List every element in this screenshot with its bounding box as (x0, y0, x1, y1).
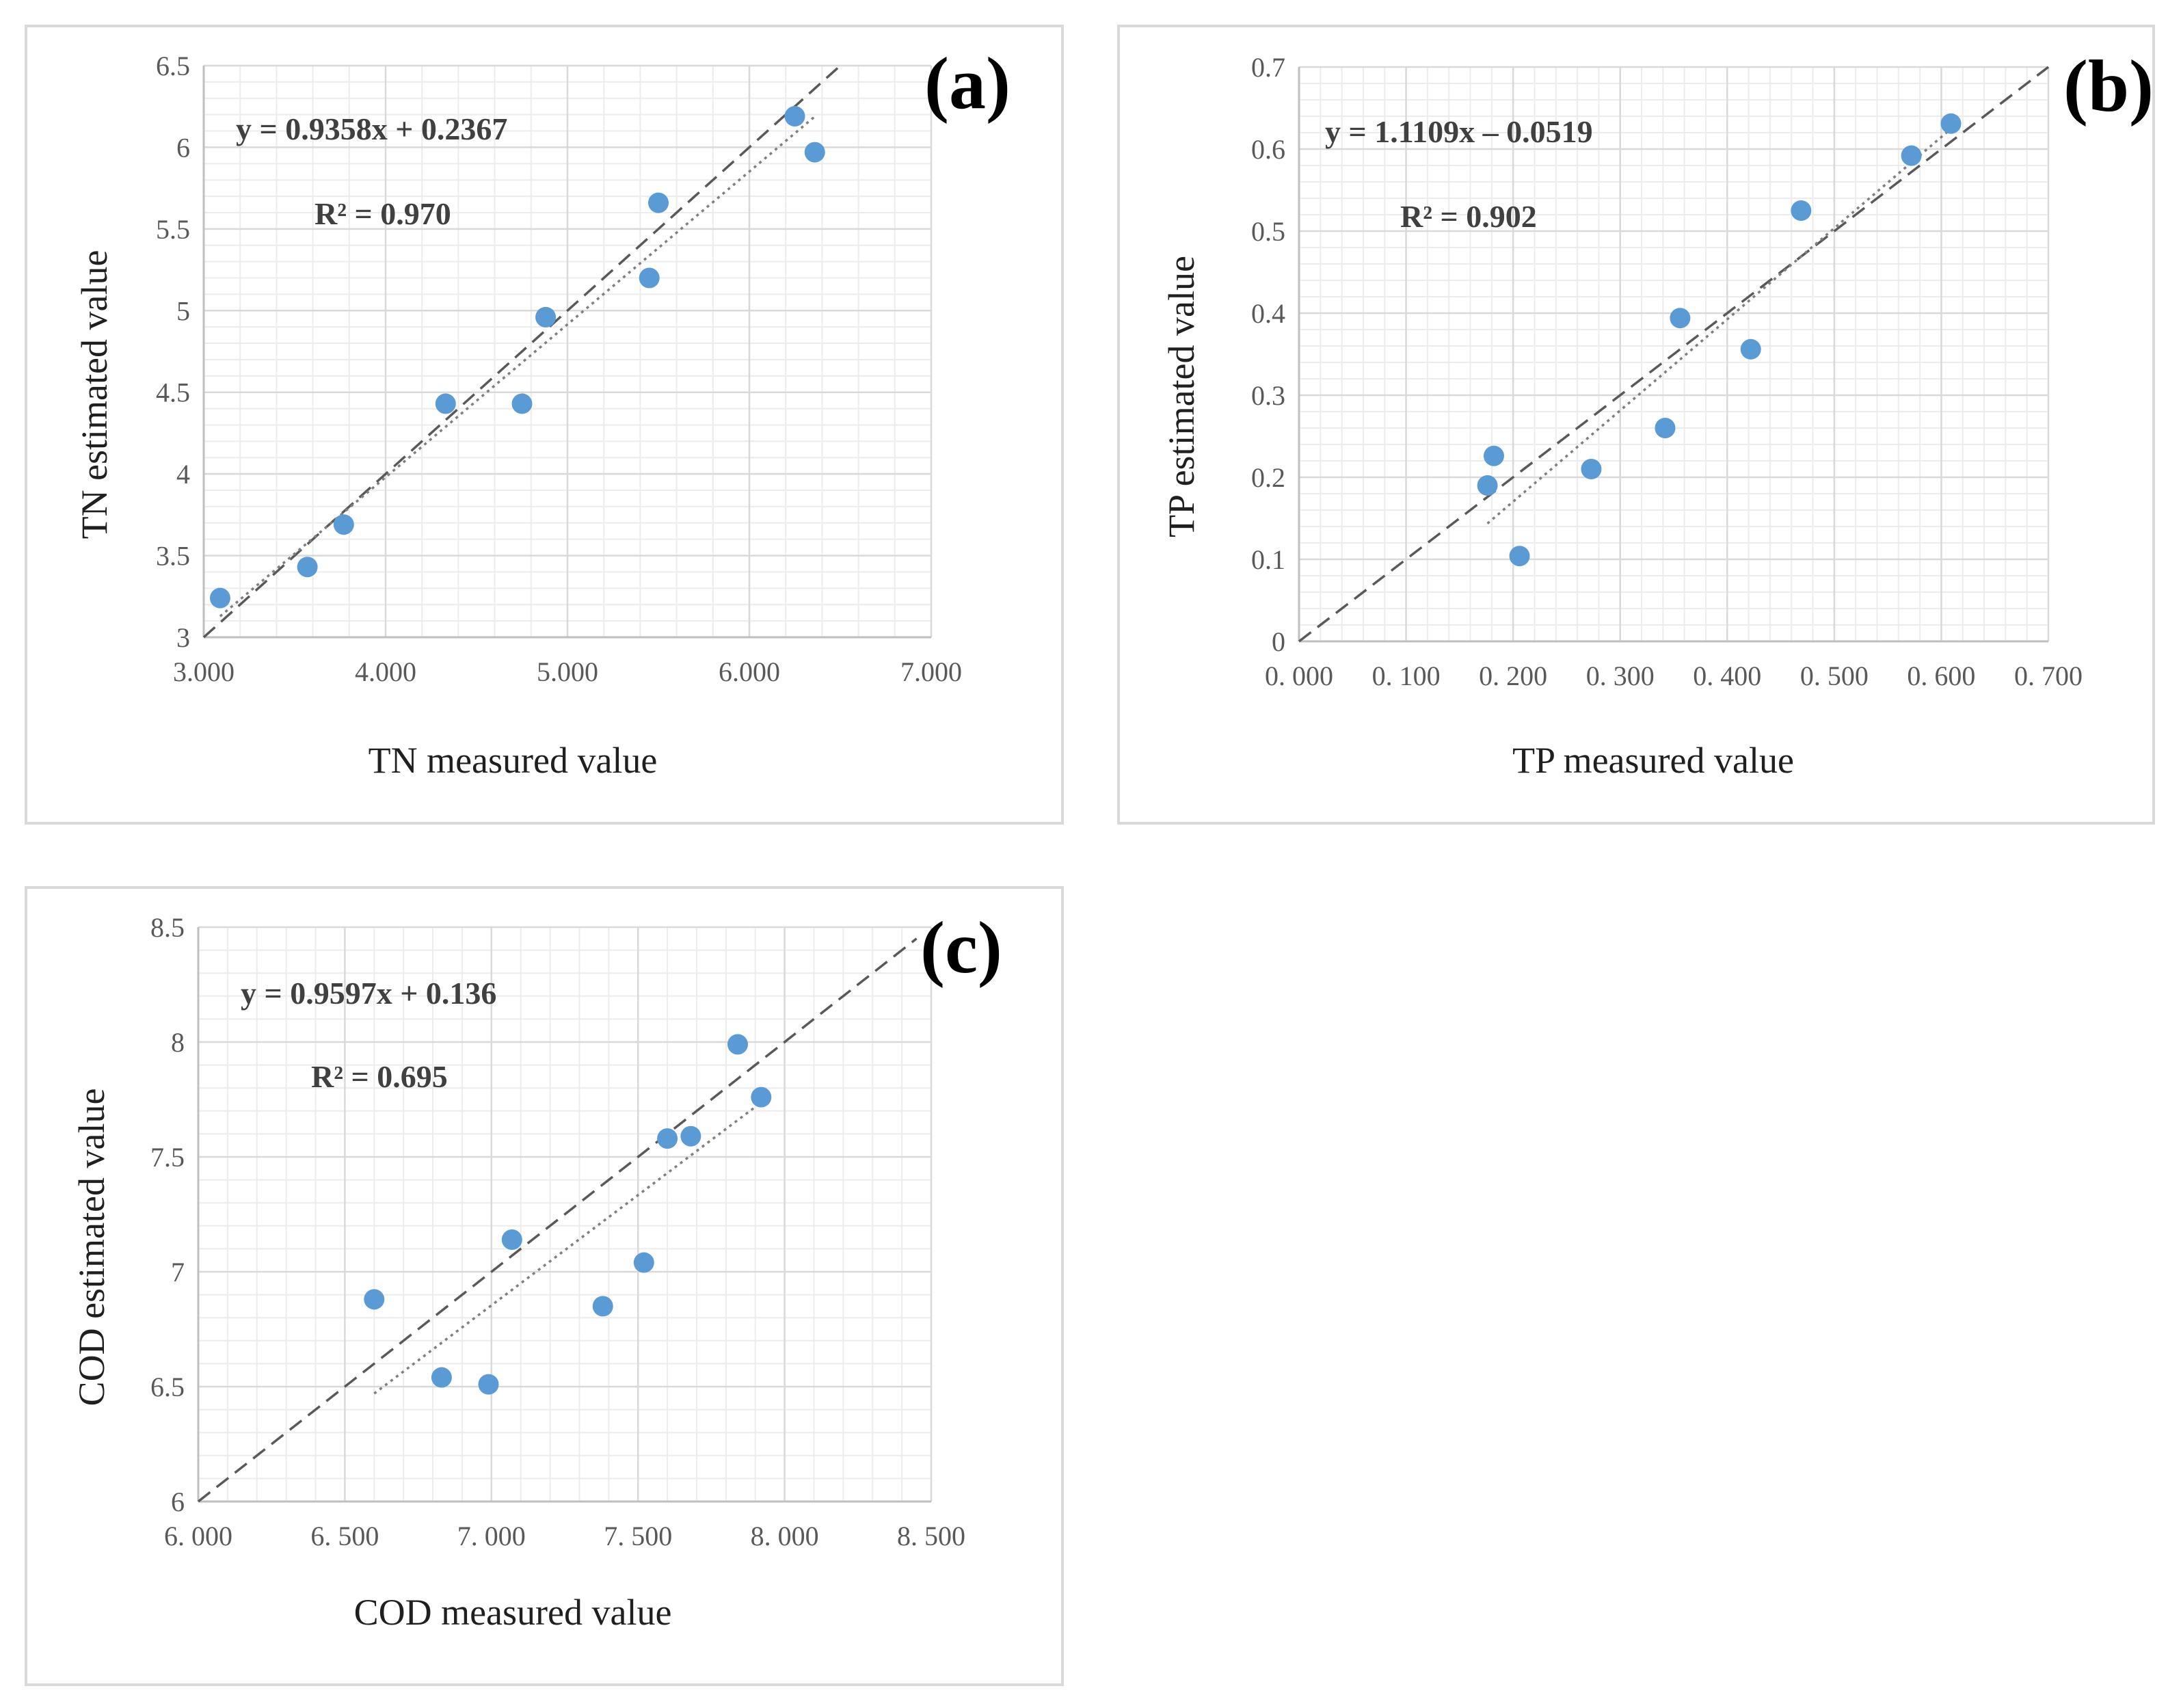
panel-label: (c) (920, 907, 1002, 989)
data-point (1509, 546, 1530, 567)
r-squared-label: R² = 0.695 (311, 1059, 448, 1094)
data-point (1477, 475, 1498, 496)
y-axis-title: TN estimated value (74, 250, 115, 539)
trend-line (373, 1102, 762, 1395)
data-point (784, 106, 805, 127)
y-tick-label: 0.5 (1251, 216, 1285, 247)
data-point (633, 1252, 654, 1273)
y-tick-label: 7.5 (150, 1142, 185, 1173)
y-axis-title: TP estimated value (1161, 256, 1202, 537)
regression-equation: y = 0.9597x + 0.136 (241, 976, 496, 1011)
chart-panel-a: 3.000 4.000 5.000 6.000 7.000 3 3.5 4 4.5 5 5.5 6 6… (25, 25, 1064, 825)
data-point (209, 587, 230, 609)
x-tick-label: 6.000 (719, 656, 780, 687)
y-tick-label: 0.6 (1251, 134, 1285, 165)
x-tick-label: 0. 200 (1479, 660, 1547, 691)
data-point (751, 1086, 772, 1108)
y-tick-label: 0.4 (1251, 298, 1285, 329)
x-tick-label: 0. 400 (1693, 660, 1761, 691)
data-point (680, 1125, 701, 1147)
x-tick-label: 6. 000 (164, 1521, 232, 1551)
x-tick-label: 7. 000 (457, 1521, 526, 1551)
data-point (1940, 113, 1962, 134)
identity-line (202, 64, 842, 639)
panel-label: (a) (924, 43, 1011, 124)
trend-line (1486, 128, 1952, 524)
y-tick-label: 0.3 (1251, 380, 1285, 411)
scatter-chart-c: 6. 000 6. 500 7. 000 7. 500 8. 000 8. 500 6 6.… (71, 907, 1002, 1633)
data-point (727, 1034, 748, 1055)
data-point (1791, 200, 1812, 221)
x-tick-label: 0. 300 (1586, 660, 1655, 691)
x-tick-label: 3.000 (173, 656, 235, 687)
data-point (804, 142, 825, 163)
data-point (297, 557, 318, 578)
scatter-chart-a: 3.000 4.000 5.000 6.000 7.000 3 3.5 4 4.5 5 5.5 6 6… (74, 43, 1011, 781)
r-squared-label: R² = 0.902 (1400, 199, 1537, 234)
data-point (1901, 145, 1922, 166)
trend-line (219, 116, 816, 617)
scatter-chart-b: 0. 000 0. 100 0. 200 0. 300 0. 400 0. 500 0. 6… (1161, 46, 2154, 781)
x-tick-label: 8. 000 (751, 1521, 819, 1551)
data-point (535, 306, 557, 328)
y-tick-label: 4 (176, 459, 190, 490)
regression-equation: y = 1.1109x – 0.0519 (1325, 114, 1593, 149)
data-point (1670, 308, 1691, 329)
data-point (639, 267, 660, 289)
x-tick-label: 0. 500 (1800, 660, 1869, 691)
data-point (592, 1296, 613, 1317)
regression-equation: y = 0.9358x + 0.2367 (236, 111, 507, 146)
data-point (435, 393, 456, 414)
identity-line (197, 937, 918, 1503)
x-tick-label: 7.000 (900, 656, 962, 687)
x-tick-label: 6. 500 (310, 1521, 379, 1551)
y-tick-label: 0.1 (1251, 544, 1285, 575)
y-tick-label: 7 (171, 1257, 185, 1287)
data-point (364, 1289, 385, 1310)
data-point (511, 393, 533, 414)
x-tick-label: 8. 500 (897, 1521, 965, 1551)
y-tick-label: 0.7 (1251, 52, 1285, 83)
y-tick-label: 5.5 (156, 214, 190, 245)
chart-panel-c: 6. 000 6. 500 7. 000 7. 500 8. 000 8. 500 6 6.… (25, 886, 1064, 1686)
data-point (431, 1367, 452, 1388)
chart-panel-b: 0. 000 0. 100 0. 200 0. 300 0. 400 0. 500 0. 6… (1117, 25, 2155, 825)
data-point (657, 1128, 678, 1149)
data-point (333, 514, 354, 535)
r-squared-label: R² = 0.970 (315, 196, 451, 231)
y-tick-label: 4.5 (156, 377, 190, 408)
x-tick-label: 4.000 (355, 656, 416, 687)
panel-label: (b) (2063, 46, 2154, 127)
y-tick-label: 6.5 (150, 1372, 185, 1402)
x-tick-label: 0. 000 (1265, 660, 1333, 691)
y-tick-label: 3 (176, 622, 190, 653)
data-point (1655, 418, 1676, 438)
x-tick-label: 7. 500 (604, 1521, 672, 1551)
x-axis-title: TN measured value (369, 740, 658, 781)
data-point (1740, 338, 1761, 360)
y-tick-label: 5 (176, 295, 190, 326)
data-point (478, 1374, 499, 1395)
x-tick-label: 0. 100 (1372, 660, 1441, 691)
y-tick-label: 8 (171, 1027, 185, 1058)
x-tick-label: 0. 700 (2014, 660, 2083, 691)
x-tick-label: 5.000 (537, 656, 598, 687)
x-tick-label: 0. 600 (1907, 660, 1975, 691)
x-axis-title: TP measured value (1512, 740, 1794, 781)
y-tick-label: 0 (1272, 626, 1285, 657)
x-axis-title: COD measured value (354, 1592, 672, 1633)
y-tick-label: 8.5 (150, 912, 185, 943)
y-tick-label: 3.5 (156, 541, 190, 572)
data-point (648, 192, 669, 213)
data-point (1581, 459, 1602, 479)
y-tick-label: 6.5 (156, 51, 190, 81)
y-axis-title: COD estimated value (71, 1089, 112, 1406)
data-point (1483, 445, 1504, 466)
y-tick-label: 0.2 (1251, 462, 1285, 493)
identity-line (1298, 66, 2050, 643)
y-tick-label: 6 (171, 1486, 185, 1517)
y-tick-label: 6 (176, 132, 190, 163)
data-point (501, 1229, 522, 1250)
